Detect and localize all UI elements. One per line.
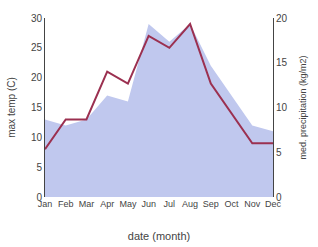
- svg-text:Sep: Sep: [203, 199, 219, 209]
- svg-text:0: 0: [36, 192, 42, 203]
- svg-text:May: May: [119, 199, 137, 209]
- svg-text:10: 10: [276, 102, 288, 113]
- svg-text:Jun: Jun: [141, 199, 156, 209]
- svg-text:20: 20: [31, 72, 43, 83]
- svg-text:Jan: Jan: [38, 199, 53, 209]
- svg-text:max temp (C): max temp (C): [6, 77, 17, 138]
- svg-text:Nov: Nov: [244, 199, 261, 209]
- svg-text:Dec: Dec: [265, 199, 282, 209]
- svg-text:20: 20: [276, 13, 288, 24]
- svg-text:15: 15: [31, 102, 43, 113]
- svg-text:Apr: Apr: [100, 199, 114, 209]
- svg-text:5: 5: [276, 147, 282, 158]
- svg-text:med. precipitation (kg/m2): med. precipitation (kg/m2): [298, 55, 308, 159]
- svg-text:5: 5: [36, 162, 42, 173]
- svg-text:date (month): date (month): [128, 230, 190, 242]
- svg-text:Mar: Mar: [79, 199, 95, 209]
- svg-text:30: 30: [31, 13, 43, 24]
- svg-text:25: 25: [31, 42, 43, 53]
- svg-text:10: 10: [31, 132, 43, 143]
- svg-text:0: 0: [276, 192, 282, 203]
- svg-text:Jul: Jul: [164, 199, 176, 209]
- svg-text:Feb: Feb: [58, 199, 74, 209]
- svg-text:Oct: Oct: [225, 199, 240, 209]
- svg-text:15: 15: [276, 57, 288, 68]
- svg-text:Aug: Aug: [182, 199, 198, 209]
